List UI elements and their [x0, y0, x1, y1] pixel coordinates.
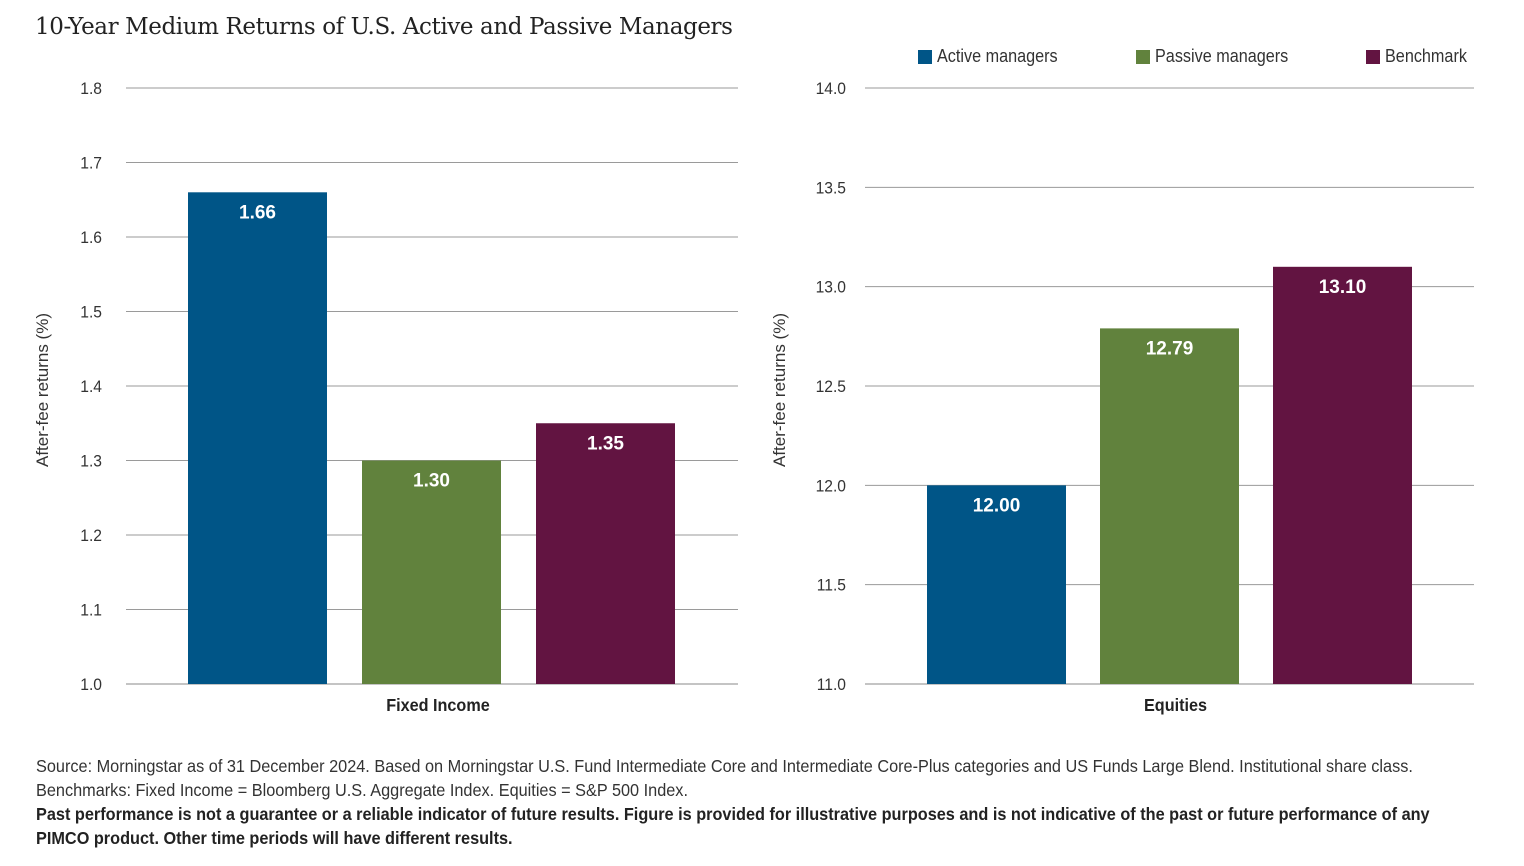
legend-item-passive: Passive managers — [1136, 46, 1303, 67]
y-tick-label-1-11-0: 11.0 — [817, 675, 846, 694]
bar-equities-active-managers — [927, 485, 1066, 684]
y-tick-label-0-1-3: 1.3 — [80, 452, 102, 471]
y-tick-label-0-1-0: 1.0 — [80, 675, 102, 694]
data-label-fixed-income-passive-managers: 1.30 — [413, 471, 450, 492]
bar-equities-passive-managers — [1100, 328, 1239, 684]
bar-equities-benchmark — [1273, 266, 1412, 684]
data-label-equities-passive-managers: 12.79 — [1146, 338, 1194, 359]
y-axis-label-0: After-fee returns (%) — [33, 313, 52, 467]
legend-label-active: Active managers — [937, 46, 1058, 66]
data-label-fixed-income-active-managers: 1.66 — [239, 202, 276, 223]
y-axis-label-1: After-fee returns (%) — [770, 313, 789, 467]
y-tick-label-0-1-7: 1.7 — [80, 154, 102, 173]
y-tick-label-1-12-0: 12.0 — [816, 477, 846, 496]
y-tick-label-0-1-5: 1.5 — [80, 303, 102, 322]
y-tick-label-0-1-1: 1.1 — [80, 601, 102, 620]
charts-canvas: 1.0 1.1 1.2 1.3 1.4 1.5 1.6 1.7 1.8 After-fee ret… — [33, 79, 1474, 715]
legend-item-active: Active managers — [918, 46, 1071, 67]
category-label-fixed-income: Fixed Income — [386, 695, 489, 715]
legend-label-passive: Passive managers — [1155, 46, 1289, 66]
legend-label-benchmark: Benchmark — [1385, 46, 1467, 66]
y-tick-label-1-14-0: 14.0 — [816, 79, 846, 98]
y-tick-label-1-13-0: 13.0 — [816, 278, 846, 297]
legend-swatch-passive — [1136, 49, 1150, 64]
bar-fixed-income-benchmark — [536, 423, 675, 684]
data-label-fixed-income-benchmark: 1.35 — [587, 433, 624, 454]
data-label-equities-active-managers: 12.00 — [973, 495, 1021, 516]
legend-item-benchmark: Benchmark — [1366, 46, 1476, 67]
footnote-disclaimer: Past performance is not a guarantee or a… — [36, 804, 1430, 848]
y-tick-label-0-1-4: 1.4 — [80, 377, 102, 396]
footnote-source: Source: Morningstar as of 31 December 20… — [36, 756, 1413, 800]
y-tick-label-1-11-5: 11.5 — [817, 576, 846, 595]
bar-fixed-income-passive-managers — [362, 460, 501, 684]
category-label-equities: Equities — [1144, 695, 1207, 715]
bar-fixed-income-active-managers — [188, 192, 327, 685]
data-label-equities-benchmark: 13.10 — [1319, 277, 1367, 298]
chart-title: 10-Year Medium Returns of U.S. Active an… — [35, 14, 733, 40]
y-tick-label-1-13-5: 13.5 — [816, 179, 846, 198]
y-tick-label-0-1-8: 1.8 — [80, 79, 102, 98]
y-tick-label-1-12-5: 12.5 — [816, 377, 846, 396]
legend: Active managers Passive managers Benchma… — [918, 46, 1488, 70]
legend-swatch-benchmark — [1366, 49, 1380, 64]
y-tick-label-0-1-2: 1.2 — [80, 526, 102, 545]
y-tick-label-0-1-6: 1.6 — [80, 228, 102, 247]
footnote: Source: Morningstar as of 31 December 20… — [36, 754, 1496, 850]
legend-swatch-active — [918, 49, 932, 64]
